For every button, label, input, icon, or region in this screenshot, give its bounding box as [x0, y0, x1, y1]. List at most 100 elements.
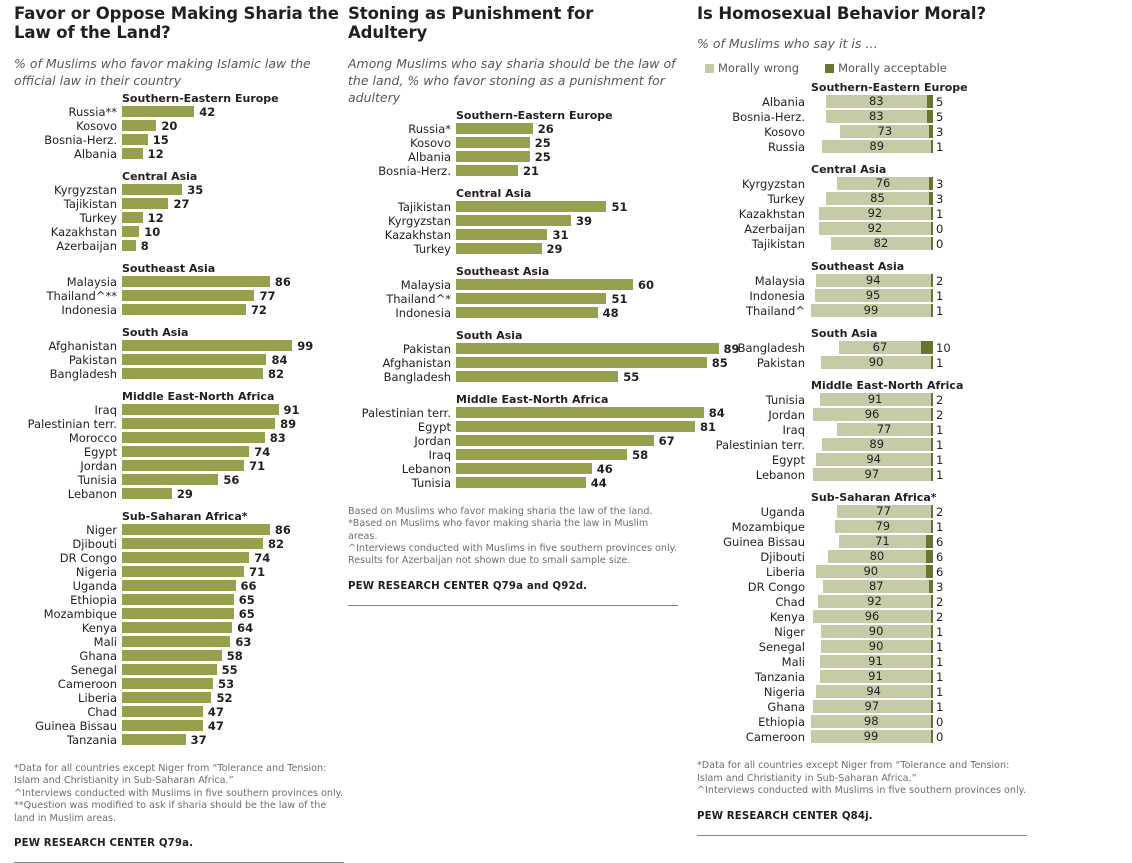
bar-fill-morally-acceptable	[931, 356, 933, 370]
legend-swatch-acceptable-icon	[825, 63, 835, 73]
bar-value-label-wrong: 96	[864, 609, 880, 624]
bar-category-label: Kyrgyzstan	[741, 176, 805, 191]
chart-row: Bosnia-Herz. 15	[14, 133, 344, 147]
chart-subtitle: Among Muslims who say sharia should be t…	[348, 55, 676, 105]
group-header: Sub-Saharan Africa*	[811, 491, 937, 505]
bar-track	[122, 692, 212, 704]
bar-category-label: Kyrgyzstan	[53, 182, 117, 197]
chart-row: Mali 63	[14, 635, 344, 649]
bar-track: 83	[811, 95, 933, 109]
chart-row: Ghana 58	[14, 649, 344, 663]
panel-sharia: Favor or Oppose Making Sharia the Law of…	[14, 0, 344, 863]
bar-fill	[122, 212, 143, 224]
bar-fill-morally-acceptable	[931, 655, 933, 669]
bar-track	[122, 678, 214, 690]
chart-row: Pakistan 84	[14, 353, 344, 367]
bar-category-label: Bosnia-Herz.	[44, 132, 117, 147]
bar-track: 82	[811, 237, 933, 251]
bar-category-label: Albania	[762, 94, 805, 109]
bar-value-label: 56	[223, 472, 240, 487]
group-header: Southern-Eastern Europe	[122, 91, 279, 105]
bar-category-label: Russia	[768, 139, 805, 154]
chart-row: Senegal 90 1	[697, 639, 1027, 654]
page-title: Favor or Oppose Making Sharia the Law of…	[14, 4, 339, 43]
bar-category-label: Tajikistan	[63, 196, 117, 211]
bar-fill	[122, 594, 234, 606]
bar-value-label: 81	[699, 419, 716, 434]
bar-fill	[122, 368, 264, 380]
bar-track	[122, 106, 195, 118]
bar-value-label-wrong: 77	[876, 422, 892, 437]
bar-fill	[456, 477, 586, 489]
chart-row: Tanzania 37	[14, 733, 344, 747]
bar-track	[456, 243, 542, 255]
bar-value-label: 89	[723, 341, 740, 356]
bar-category-label: Pakistan	[402, 341, 451, 356]
bar-value-label-acceptable: 2	[936, 273, 944, 288]
bar-value-label: 51	[611, 199, 628, 214]
bar-fill	[122, 354, 267, 366]
bar-fill-morally-acceptable	[926, 95, 933, 109]
bar-fill	[122, 720, 203, 732]
chart-row: Iraq 77 1	[697, 422, 1027, 437]
bar-value-label: 64	[237, 620, 254, 635]
bar-category-label: Thailand^	[745, 303, 805, 318]
bar-track	[122, 552, 250, 564]
bar-fill-morally-wrong: 96	[813, 609, 931, 624]
bar-fill-morally-wrong: 76	[836, 177, 930, 191]
bar-value-label: 65	[238, 606, 255, 621]
bar-fill-morally-wrong: 91	[819, 670, 931, 684]
bar-track	[456, 343, 719, 355]
bar-track: 97	[811, 468, 933, 482]
bar-track	[456, 279, 633, 291]
group-header: Middle East-North Africa	[811, 379, 964, 393]
bar-fill	[122, 524, 270, 536]
bar-fill	[456, 435, 654, 447]
bar-fill	[122, 566, 245, 578]
bar-value-label-acceptable: 0	[936, 221, 944, 236]
bar-fill-morally-acceptable	[931, 625, 933, 639]
bar-value-label: 66	[240, 578, 257, 593]
bar-track	[122, 608, 234, 620]
chart-row: Mozambique 65	[14, 607, 344, 621]
bar-track	[122, 636, 231, 648]
bar-category-label: Turkey	[79, 210, 117, 225]
chart-row: Jordan 67	[348, 434, 678, 448]
bar-track	[456, 229, 548, 241]
bar-category-label: Djibouti	[760, 549, 805, 564]
bar-value-label: 29	[546, 241, 563, 256]
bar-category-label: Mali	[781, 654, 805, 669]
bar-fill	[456, 307, 598, 319]
bar-track	[456, 407, 704, 419]
bar-fill-morally-acceptable	[931, 423, 933, 437]
bar-fill	[456, 137, 530, 149]
bar-category-label: Nigeria	[75, 564, 117, 579]
bar-value-label: 48	[602, 305, 619, 320]
bar-category-label: Indonesia	[61, 302, 117, 317]
bar-fill-morally-wrong: 80	[828, 550, 926, 564]
chart-row: Pakistan 89	[348, 341, 740, 356]
bar-fill-morally-acceptable	[930, 408, 933, 422]
chart-row: Niger 86	[14, 523, 344, 537]
bar-fill-morally-acceptable	[930, 595, 933, 609]
bar-value-label: 37	[190, 732, 207, 747]
bar-track	[122, 134, 148, 146]
bar-track	[122, 566, 245, 578]
bar-fill-morally-acceptable	[931, 640, 933, 654]
bar-track: 76	[811, 177, 933, 191]
bar-track: 90	[811, 640, 933, 654]
bar-track: 91	[811, 655, 933, 669]
bar-category-label: Kosovo	[764, 124, 805, 139]
bar-track	[122, 622, 233, 634]
bar-category-label: Niger	[86, 522, 117, 537]
chart-row: Tajikistan 82 0	[697, 236, 1027, 251]
bar-category-label: Tunisia	[411, 475, 451, 490]
bar-fill	[456, 371, 619, 383]
bar-fill	[456, 201, 607, 213]
bar-value-label: 39	[576, 213, 593, 228]
bar-value-label-acceptable: 1	[936, 654, 944, 669]
chart-row: Ethiopia 65	[14, 593, 344, 607]
chart-row: Ethiopia 98 0	[697, 714, 1027, 729]
bar-value-label: 86	[274, 522, 291, 537]
bar-category-label: Lebanon	[401, 461, 451, 476]
